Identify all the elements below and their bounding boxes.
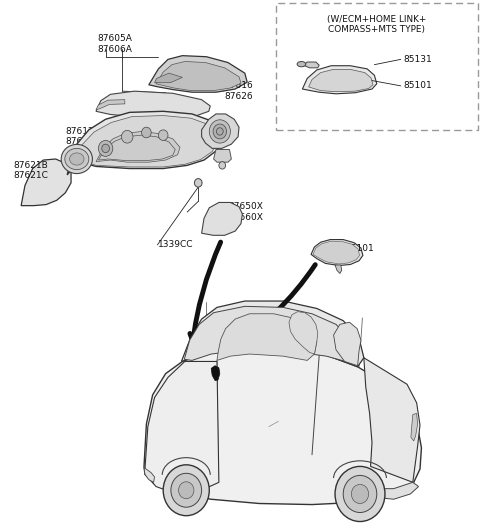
- Circle shape: [158, 130, 168, 140]
- Polygon shape: [289, 312, 318, 354]
- Polygon shape: [313, 241, 360, 264]
- Text: 85101: 85101: [403, 82, 432, 90]
- Polygon shape: [184, 306, 356, 361]
- Polygon shape: [202, 202, 242, 235]
- Circle shape: [121, 130, 133, 143]
- Text: (W/ECM+HOME LINK+: (W/ECM+HOME LINK+: [327, 15, 427, 24]
- Circle shape: [216, 128, 223, 135]
- Polygon shape: [144, 347, 421, 505]
- Text: 87621B
87621C: 87621B 87621C: [13, 161, 48, 180]
- Polygon shape: [96, 91, 210, 118]
- Circle shape: [219, 162, 226, 169]
- Polygon shape: [202, 114, 239, 148]
- Polygon shape: [217, 314, 317, 360]
- Polygon shape: [311, 240, 363, 266]
- Text: 85131: 85131: [403, 56, 432, 64]
- Polygon shape: [67, 111, 222, 175]
- Text: 87650X
87660X: 87650X 87660X: [228, 202, 264, 222]
- Circle shape: [351, 484, 369, 504]
- Polygon shape: [411, 413, 418, 441]
- Ellipse shape: [65, 148, 89, 170]
- Text: 1339CC: 1339CC: [158, 241, 194, 249]
- Ellipse shape: [70, 153, 84, 165]
- Polygon shape: [96, 131, 180, 162]
- Circle shape: [179, 482, 194, 499]
- Polygon shape: [149, 56, 247, 92]
- Polygon shape: [144, 467, 155, 482]
- Polygon shape: [335, 265, 342, 273]
- Polygon shape: [145, 361, 219, 493]
- Ellipse shape: [297, 61, 306, 67]
- Text: 85101: 85101: [346, 244, 374, 252]
- Polygon shape: [98, 135, 175, 161]
- Text: COMPASS+MTS TYPE): COMPASS+MTS TYPE): [328, 25, 425, 34]
- Polygon shape: [96, 100, 125, 110]
- Circle shape: [335, 466, 385, 522]
- Polygon shape: [155, 73, 182, 83]
- Text: 87613L
87614L: 87613L 87614L: [114, 96, 147, 116]
- Polygon shape: [214, 149, 231, 162]
- Polygon shape: [156, 61, 241, 91]
- Polygon shape: [370, 482, 419, 499]
- Polygon shape: [72, 116, 217, 172]
- Text: 87616
87626: 87616 87626: [225, 82, 253, 101]
- Circle shape: [142, 127, 151, 138]
- Polygon shape: [309, 69, 373, 92]
- Text: 87612
87622: 87612 87622: [65, 127, 94, 146]
- Polygon shape: [334, 322, 361, 366]
- Circle shape: [209, 120, 230, 143]
- Circle shape: [343, 475, 377, 513]
- Circle shape: [213, 124, 227, 139]
- Ellipse shape: [61, 144, 92, 174]
- Circle shape: [98, 140, 113, 156]
- Text: 87605A
87606A: 87605A 87606A: [98, 34, 132, 54]
- Polygon shape: [364, 358, 420, 482]
- Polygon shape: [21, 159, 71, 206]
- Circle shape: [163, 465, 209, 516]
- Polygon shape: [211, 366, 220, 381]
- Circle shape: [171, 473, 202, 507]
- Polygon shape: [181, 301, 364, 367]
- Circle shape: [102, 144, 109, 153]
- Polygon shape: [302, 66, 377, 94]
- Polygon shape: [303, 62, 319, 68]
- Circle shape: [194, 179, 202, 187]
- FancyBboxPatch shape: [276, 3, 478, 130]
